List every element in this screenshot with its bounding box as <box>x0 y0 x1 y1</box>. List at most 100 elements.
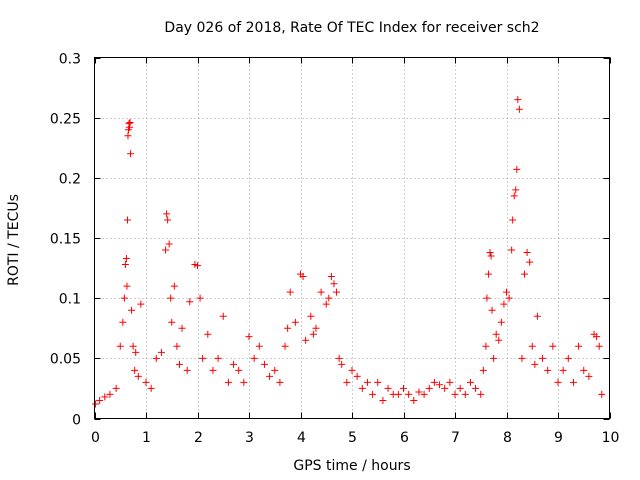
x-tick-label: 0 <box>91 430 100 446</box>
data-point <box>255 342 263 350</box>
data-point <box>514 96 522 104</box>
data-point <box>446 378 454 386</box>
data-point <box>451 390 459 398</box>
data-point <box>483 294 491 302</box>
data-point <box>512 186 520 194</box>
y-tick-label: 0.3 <box>59 52 81 68</box>
data-point <box>137 300 145 308</box>
data-point <box>325 294 333 302</box>
data-point <box>309 330 317 338</box>
data-point <box>126 118 134 126</box>
data-point <box>503 288 510 296</box>
data-point <box>214 354 222 362</box>
x-tick-label: 3 <box>245 430 254 446</box>
data-point <box>164 216 172 224</box>
data-point <box>515 105 523 113</box>
data-point <box>486 248 494 256</box>
data-point <box>441 384 449 392</box>
data-point <box>271 366 279 374</box>
data-point <box>175 360 183 368</box>
data-point <box>544 366 552 374</box>
data-point <box>291 318 299 326</box>
data-point <box>358 384 366 392</box>
data-point <box>505 294 513 302</box>
data-point <box>162 246 170 254</box>
data-point <box>348 366 356 374</box>
data-point <box>224 378 232 386</box>
data-point <box>461 390 469 398</box>
x-tick-label: 4 <box>297 430 306 446</box>
data-point <box>168 318 176 326</box>
data-point <box>235 366 243 374</box>
data-point <box>400 384 407 392</box>
data-point <box>533 312 541 320</box>
data-point <box>183 366 191 374</box>
data-point <box>595 342 603 350</box>
data-point <box>165 240 173 248</box>
data-point <box>125 120 133 128</box>
data-point <box>330 280 338 288</box>
data-point <box>335 354 343 362</box>
data-point <box>466 378 474 386</box>
data-point <box>124 132 132 140</box>
x-tick-label: 9 <box>554 430 563 446</box>
data-point <box>152 354 160 362</box>
x-axis-label: GPS time / hours <box>293 458 410 474</box>
data-point <box>230 360 238 368</box>
data-point <box>384 384 392 392</box>
data-point <box>123 216 131 224</box>
data-point <box>394 390 402 398</box>
data-point <box>209 366 217 374</box>
data-point <box>204 330 212 338</box>
data-point <box>490 354 498 362</box>
data-point <box>369 390 377 398</box>
data-point <box>134 372 142 380</box>
y-axis-label: ROTI / TECUs <box>6 194 22 286</box>
data-point <box>338 360 346 368</box>
data-point <box>333 288 341 296</box>
data-point <box>327 273 335 281</box>
data-point <box>194 262 201 270</box>
data-point <box>199 354 207 362</box>
x-tick-label: 7 <box>451 430 460 446</box>
data-point <box>196 294 204 302</box>
data-point <box>379 396 387 404</box>
data-point <box>129 342 137 350</box>
data-point <box>322 300 330 308</box>
data-point <box>302 336 310 344</box>
data-point <box>123 282 131 290</box>
data-point <box>374 378 382 386</box>
data-point <box>173 342 181 350</box>
data-point <box>276 378 284 386</box>
data-point <box>147 384 155 392</box>
data-point <box>122 254 130 262</box>
data-point <box>106 390 114 398</box>
data-point <box>492 330 500 338</box>
data-point <box>488 306 496 314</box>
data-point <box>119 318 127 326</box>
x-tick-label: 6 <box>400 430 409 446</box>
data-point <box>281 342 289 350</box>
data-point <box>284 324 292 332</box>
data-point <box>569 378 577 386</box>
data-point <box>163 210 171 218</box>
data-point <box>539 354 547 362</box>
data-point <box>131 366 139 374</box>
data-point <box>410 396 418 404</box>
data-point <box>575 342 583 350</box>
data-point <box>484 270 492 278</box>
data-point <box>495 336 503 344</box>
y-tick-label: 0.25 <box>50 112 81 128</box>
data-point <box>472 384 480 392</box>
chart-title: Day 026 of 2018, Rate Of TEC Index for r… <box>164 20 539 36</box>
data-point <box>430 378 438 386</box>
data-point <box>353 372 361 380</box>
y-tick-label: 0.05 <box>50 352 81 368</box>
data-point <box>121 260 129 268</box>
data-point <box>132 348 140 356</box>
y-tick-labels: 0 0.05 0.1 0.15 0.2 0.25 0.3 <box>50 52 81 429</box>
data-point <box>523 248 531 256</box>
data-point <box>415 388 423 396</box>
data-point <box>260 360 268 368</box>
